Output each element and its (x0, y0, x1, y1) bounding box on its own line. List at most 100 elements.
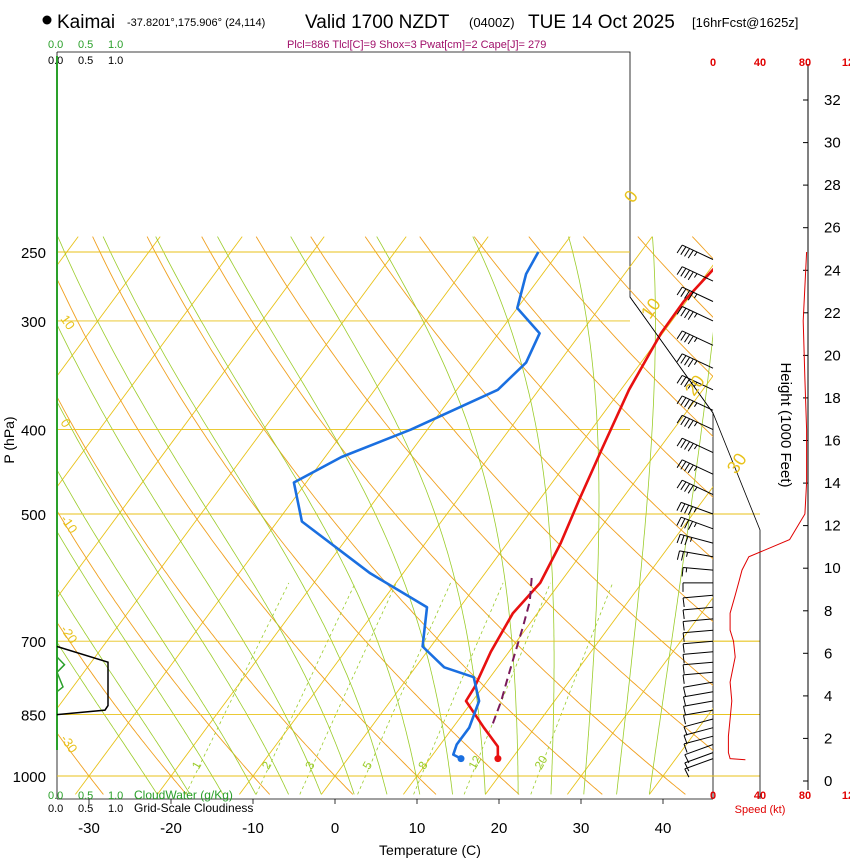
wind-barb-feather (684, 483, 691, 492)
x-tick-label: 40 (655, 820, 672, 837)
x-tick-label: 0 (331, 820, 339, 837)
wind-barb (676, 501, 714, 516)
wind-barb-half-feather (693, 293, 698, 299)
moist-adiabat-line (102, 236, 388, 795)
wind-barb (682, 582, 713, 592)
wind-barb-feather (684, 290, 691, 299)
cloudiness-tick-bottom: 1.0 (108, 803, 123, 815)
wind-barb-feather (676, 306, 683, 315)
speed-tick-top: 80 (799, 57, 811, 69)
moist-adiabat-line (568, 236, 600, 795)
wind-barb-feather (687, 400, 694, 410)
wind-barb-feather (680, 268, 687, 277)
wind-barb-half-feather (693, 444, 698, 450)
wind-barb (684, 758, 714, 778)
moist-adiabat-line (57, 530, 224, 795)
profiles (292, 251, 713, 760)
wind-barb-staff (683, 651, 714, 655)
wind-barb-feather (684, 269, 691, 279)
wind-barb-staff (683, 567, 714, 571)
cloud-water-tick-top: 0.0 (48, 39, 63, 51)
height-tick-label: 30 (824, 135, 841, 152)
wind-barb-staff (681, 244, 714, 260)
wind-barb-feather (687, 485, 694, 494)
wind-barb (676, 306, 714, 322)
moist-adiabat-line (649, 331, 713, 795)
wind-barb-staff (683, 691, 714, 698)
wind-barb-staff (681, 330, 714, 346)
wind-barb-feather (687, 358, 694, 368)
wind-barb-half-feather (693, 382, 698, 387)
utc-time: (0400Z) (469, 15, 515, 30)
height-tick-label: 24 (824, 262, 841, 279)
upper-isotherm-label: 20 (681, 371, 709, 399)
height-tick-label: 12 (824, 518, 841, 535)
speed-tick-bottom: 80 (799, 790, 811, 802)
isotherm-label: 10 (58, 312, 79, 332)
moist-adiabat-line (472, 236, 555, 795)
wind-barb-feather (680, 461, 687, 470)
wind-barb-feather (687, 521, 694, 530)
wind-barb-staff (683, 661, 714, 666)
wind-barb (676, 286, 714, 302)
isotherm-line (57, 236, 407, 710)
moist-adiabat-line (57, 587, 191, 795)
wind-barb-feather (680, 503, 686, 513)
wind-barb (684, 752, 714, 772)
wind-barb-half-feather (693, 522, 697, 528)
mixing-ratio-line (185, 582, 290, 795)
wind-barb-feather (680, 308, 687, 317)
station-name: Kaimai (57, 12, 115, 33)
cloudiness-tick-top: 0.0 (48, 55, 63, 67)
cloud-water-tick-bottom: 0.0 (48, 790, 63, 802)
height-tick-label: 6 (824, 645, 832, 662)
wind-barb (676, 353, 714, 369)
wind-barb-staff (683, 709, 714, 716)
dry-adiabat-line (57, 395, 354, 795)
wind-barb-half-feather (693, 337, 698, 343)
wind-barb-feather (684, 309, 691, 319)
wind-barb-feather (676, 479, 683, 489)
wind-barb-feather (687, 335, 694, 345)
wind-barb-feather (682, 621, 685, 631)
dry-adiabat-line (310, 236, 713, 686)
wind-barb (676, 395, 714, 411)
cloudiness-tick-bottom: 0.5 (78, 803, 93, 815)
wind-barb-staff (683, 681, 714, 688)
wind-barb-feather (684, 762, 690, 772)
wind-barb-feather (676, 459, 683, 468)
height-tick-label: 8 (824, 603, 832, 620)
height-tick-label: 16 (824, 433, 841, 450)
wind-barb-half-feather (693, 421, 698, 427)
wind-barb-staff (683, 727, 714, 736)
wind-barb-staff (681, 414, 714, 431)
dry-adiabat-line (0, 237, 20, 795)
isotherm-line (567, 596, 713, 795)
wind-barb-half-feather (693, 273, 698, 278)
wind-barb-staff (679, 550, 714, 558)
wind-barb-feather (682, 632, 685, 642)
cloud-water-tick-bottom: 1.0 (108, 790, 123, 802)
x-axis-title: Temperature (C) (379, 842, 481, 858)
speed-height-panel: 0408012040801202468101214161820222426283… (629, 57, 850, 802)
height-tick-label: 28 (824, 177, 841, 194)
dewpoint-line (292, 251, 541, 760)
wind-barb-staff (683, 640, 714, 645)
dry-adiabat-line (57, 509, 271, 795)
isotherm-line (57, 236, 325, 599)
dry-adiabat-line (255, 236, 713, 751)
wind-barb (682, 594, 714, 607)
wind-barb-staff (680, 533, 714, 544)
wind-barb-staff (681, 459, 714, 475)
wind-barb-staff (681, 437, 714, 454)
wind-barb-staff (683, 594, 714, 599)
wind-barbs (676, 244, 714, 778)
mixing-ratio-line (255, 582, 356, 795)
wind-speed-line (727, 251, 808, 761)
wind-barb-feather (680, 416, 687, 426)
wind-barb-feather (683, 715, 686, 725)
wind-barb-half-feather (689, 537, 693, 542)
pressure-tick-label: 700 (21, 634, 46, 651)
x-tick-label: -30 (78, 820, 100, 837)
wind-barb-feather (676, 353, 683, 362)
